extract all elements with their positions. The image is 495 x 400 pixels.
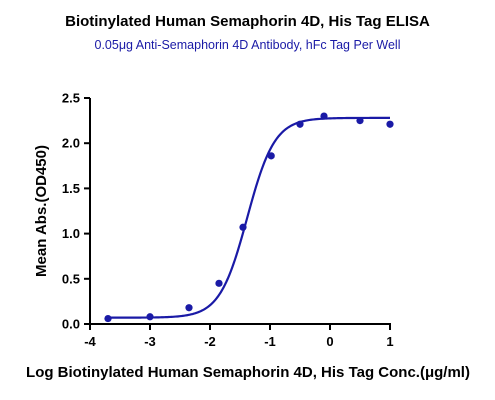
chart-subtitle: 0.05μg Anti-Semaphorin 4D Antibody, hFc … <box>94 38 401 52</box>
data-point <box>296 120 304 128</box>
x-tick-label: -3 <box>144 334 156 349</box>
y-tick-label: 0.0 <box>62 317 80 332</box>
data-point <box>356 117 364 125</box>
fit-curve-group <box>108 116 390 319</box>
y-axis-title: Mean Abs.(OD450) <box>33 145 50 277</box>
axes <box>89 98 391 325</box>
x-tick-label: 1 <box>386 334 393 349</box>
data-point <box>386 120 394 128</box>
data-point <box>146 313 154 321</box>
chart-title: Biotinylated Human Semaphorin 4D, His Ta… <box>65 13 430 30</box>
x-tick-label: -1 <box>264 334 276 349</box>
data-point <box>185 304 193 312</box>
y-tick-label: 2.5 <box>62 91 80 106</box>
y-tick-label: 1.0 <box>62 226 80 241</box>
y-tick-label: 0.5 <box>62 271 80 286</box>
data-point <box>215 279 223 287</box>
y-tick-label: 2.0 <box>62 136 80 151</box>
ticks: -4 -3 -2 -1 0 1 0.0 0.5 1.0 1.5 2.0 2.5 <box>62 91 394 350</box>
x-tick-label: -4 <box>84 334 96 349</box>
x-axis-title: Log Biotinylated Human Semaphorin 4D, Hi… <box>26 364 470 381</box>
data-point <box>320 112 328 120</box>
data-points <box>104 112 394 323</box>
data-point <box>267 152 275 160</box>
y-tick-label: 1.5 <box>62 181 80 196</box>
x-tick-label: -2 <box>204 334 216 349</box>
x-tick-label: 0 <box>326 334 333 349</box>
data-point <box>239 223 247 231</box>
data-point <box>104 314 112 323</box>
fit-curve <box>108 116 390 319</box>
